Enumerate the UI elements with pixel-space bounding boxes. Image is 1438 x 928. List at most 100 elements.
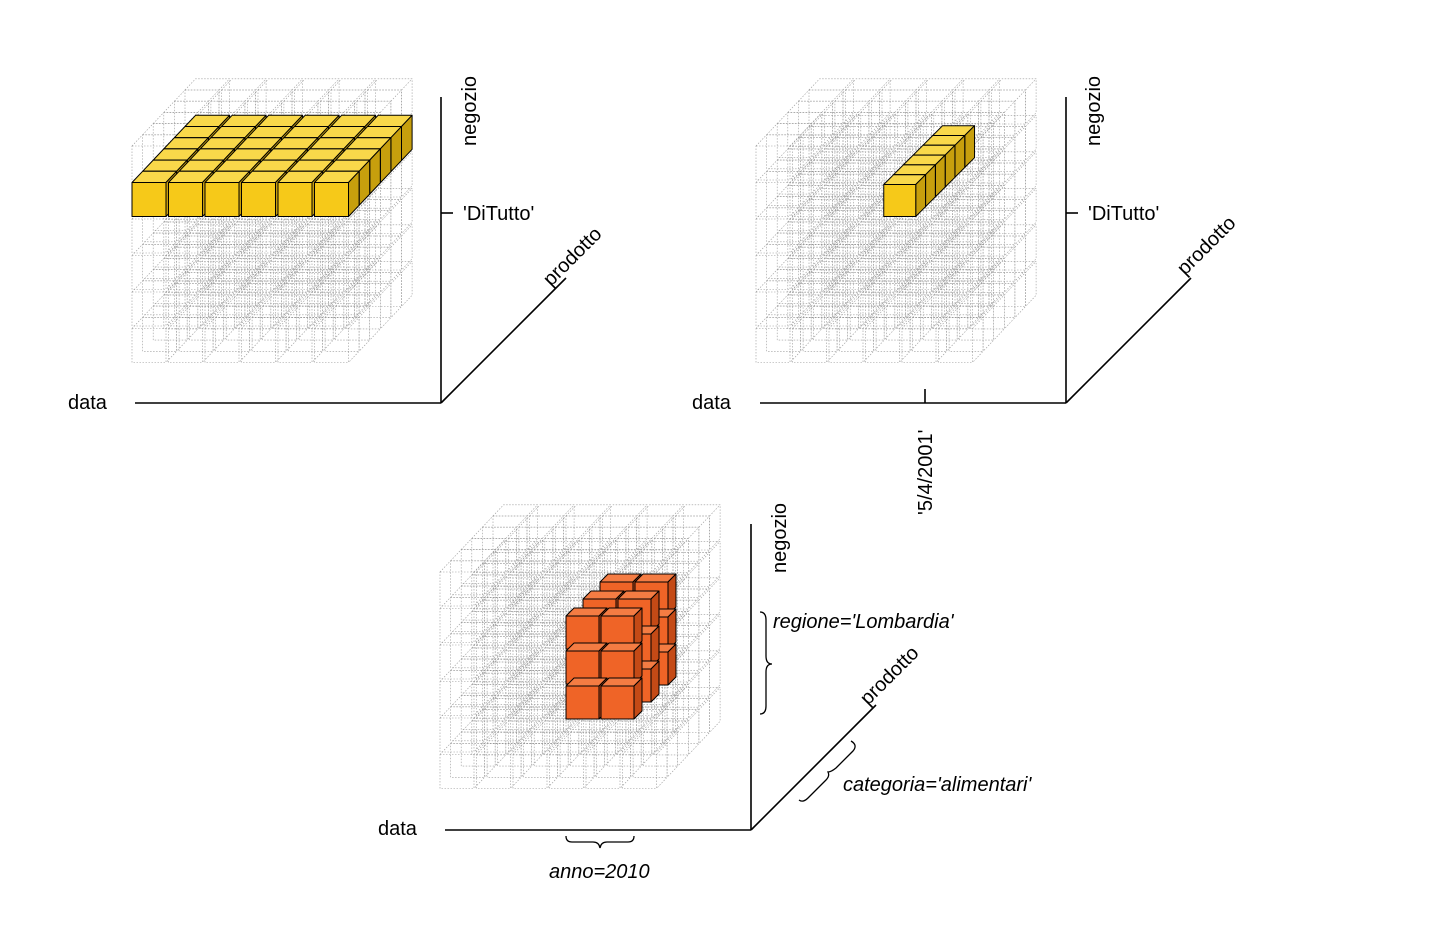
cube-cell	[298, 258, 345, 304]
cube-cell	[766, 269, 812, 316]
cube-cell	[486, 695, 532, 742]
data-cube	[755, 78, 1037, 363]
data-range-label: anno=2010	[549, 861, 650, 883]
cube-cell	[439, 633, 485, 680]
cube-cell	[798, 89, 844, 136]
cube-cell	[766, 305, 812, 352]
cube-cell	[273, 100, 319, 147]
cube-cell	[450, 658, 496, 705]
cube-cell	[776, 185, 823, 231]
cube-cell	[839, 305, 885, 352]
cube-cell	[324, 232, 370, 279]
cube-cell	[766, 196, 812, 243]
cube-cell	[523, 731, 569, 778]
cube-cell	[922, 112, 969, 158]
cube-cell	[277, 317, 323, 363]
cube-cell	[970, 210, 1016, 257]
cube-cell	[367, 188, 413, 234]
cube-cell	[450, 731, 496, 778]
highlighted-row	[883, 125, 976, 217]
cube-cell	[802, 232, 848, 279]
prodotto-range-brace	[798, 740, 856, 802]
highlighted-cell	[883, 174, 927, 217]
cube-cell	[632, 549, 678, 596]
cube-cell	[486, 549, 532, 596]
cube-cell	[766, 159, 812, 206]
cube-cell	[755, 280, 801, 327]
cube-cell	[486, 658, 532, 705]
cube-cell	[471, 563, 517, 610]
data-axis-label: data	[68, 392, 108, 414]
cube-cell	[189, 258, 235, 304]
cube-cell	[948, 196, 994, 243]
cube-cell	[849, 221, 896, 268]
cube-cell	[886, 221, 932, 268]
cube-cell	[131, 317, 177, 363]
cube-cell	[792, 207, 838, 254]
cube-cell	[565, 541, 611, 587]
cube-cell	[298, 294, 345, 341]
cube-cell	[828, 207, 874, 254]
cube-cell	[755, 317, 801, 363]
cube-cell	[544, 563, 590, 610]
cube-cell	[439, 597, 485, 643]
cube-cell	[664, 515, 710, 562]
cube-cell	[776, 148, 823, 195]
cube-cell	[802, 159, 848, 206]
cube-cell	[497, 611, 543, 657]
cube-cell	[533, 574, 580, 621]
cube-cell	[367, 78, 413, 125]
cube-cell	[638, 541, 684, 587]
cube-cell	[938, 280, 984, 327]
cube-cell	[277, 280, 323, 327]
cube-cell	[131, 280, 177, 327]
cube-cell	[225, 294, 272, 341]
cube-cell	[460, 611, 507, 657]
cube-cell	[581, 563, 627, 610]
cube-cell	[991, 115, 1037, 161]
cube-cell	[602, 504, 648, 551]
cube-cell	[865, 317, 911, 363]
cube-cell	[766, 232, 812, 279]
cube-cell	[675, 650, 721, 697]
cube-cell	[875, 269, 921, 316]
cube-cell	[787, 100, 833, 147]
cube-cell	[356, 199, 402, 245]
cube-cell	[776, 221, 823, 268]
cube-cell	[938, 207, 984, 254]
cube-cell	[881, 115, 927, 161]
cube-cell	[918, 78, 964, 125]
cube-cell	[585, 743, 631, 789]
prodotto-axis	[1065, 277, 1192, 404]
cube-cell	[460, 647, 507, 694]
cube-cell	[871, 126, 917, 172]
cube-cell	[314, 317, 360, 363]
cube-cell	[497, 538, 543, 584]
cube-cell	[980, 126, 1026, 172]
cube-cell	[839, 123, 885, 170]
cube-cell	[142, 269, 188, 316]
data-axis-label: data	[378, 818, 418, 840]
cube-cell	[262, 221, 308, 268]
cube-cell	[142, 305, 188, 352]
cube-cell	[508, 526, 554, 573]
cube-cell	[168, 317, 214, 363]
panel-slice: data negozio prodotto 'DiTutto'	[68, 76, 606, 414]
cube-cell	[991, 151, 1037, 198]
cube-cell	[675, 687, 721, 733]
highlighted-cell	[600, 677, 643, 720]
cube-cell	[518, 552, 564, 598]
cube-cell	[643, 720, 689, 767]
cube-cell	[808, 115, 854, 161]
cube-cell	[912, 232, 958, 279]
cube-cell	[792, 280, 838, 327]
negozio-range-brace	[759, 611, 773, 715]
cube-cell	[654, 563, 700, 610]
cube-cell	[163, 100, 209, 147]
cube-cell	[912, 269, 958, 316]
cube-cell	[152, 112, 199, 158]
cube-cell	[257, 78, 303, 125]
cube-cell	[849, 148, 896, 195]
cube-cell	[346, 210, 392, 257]
cube-cell	[555, 515, 601, 562]
